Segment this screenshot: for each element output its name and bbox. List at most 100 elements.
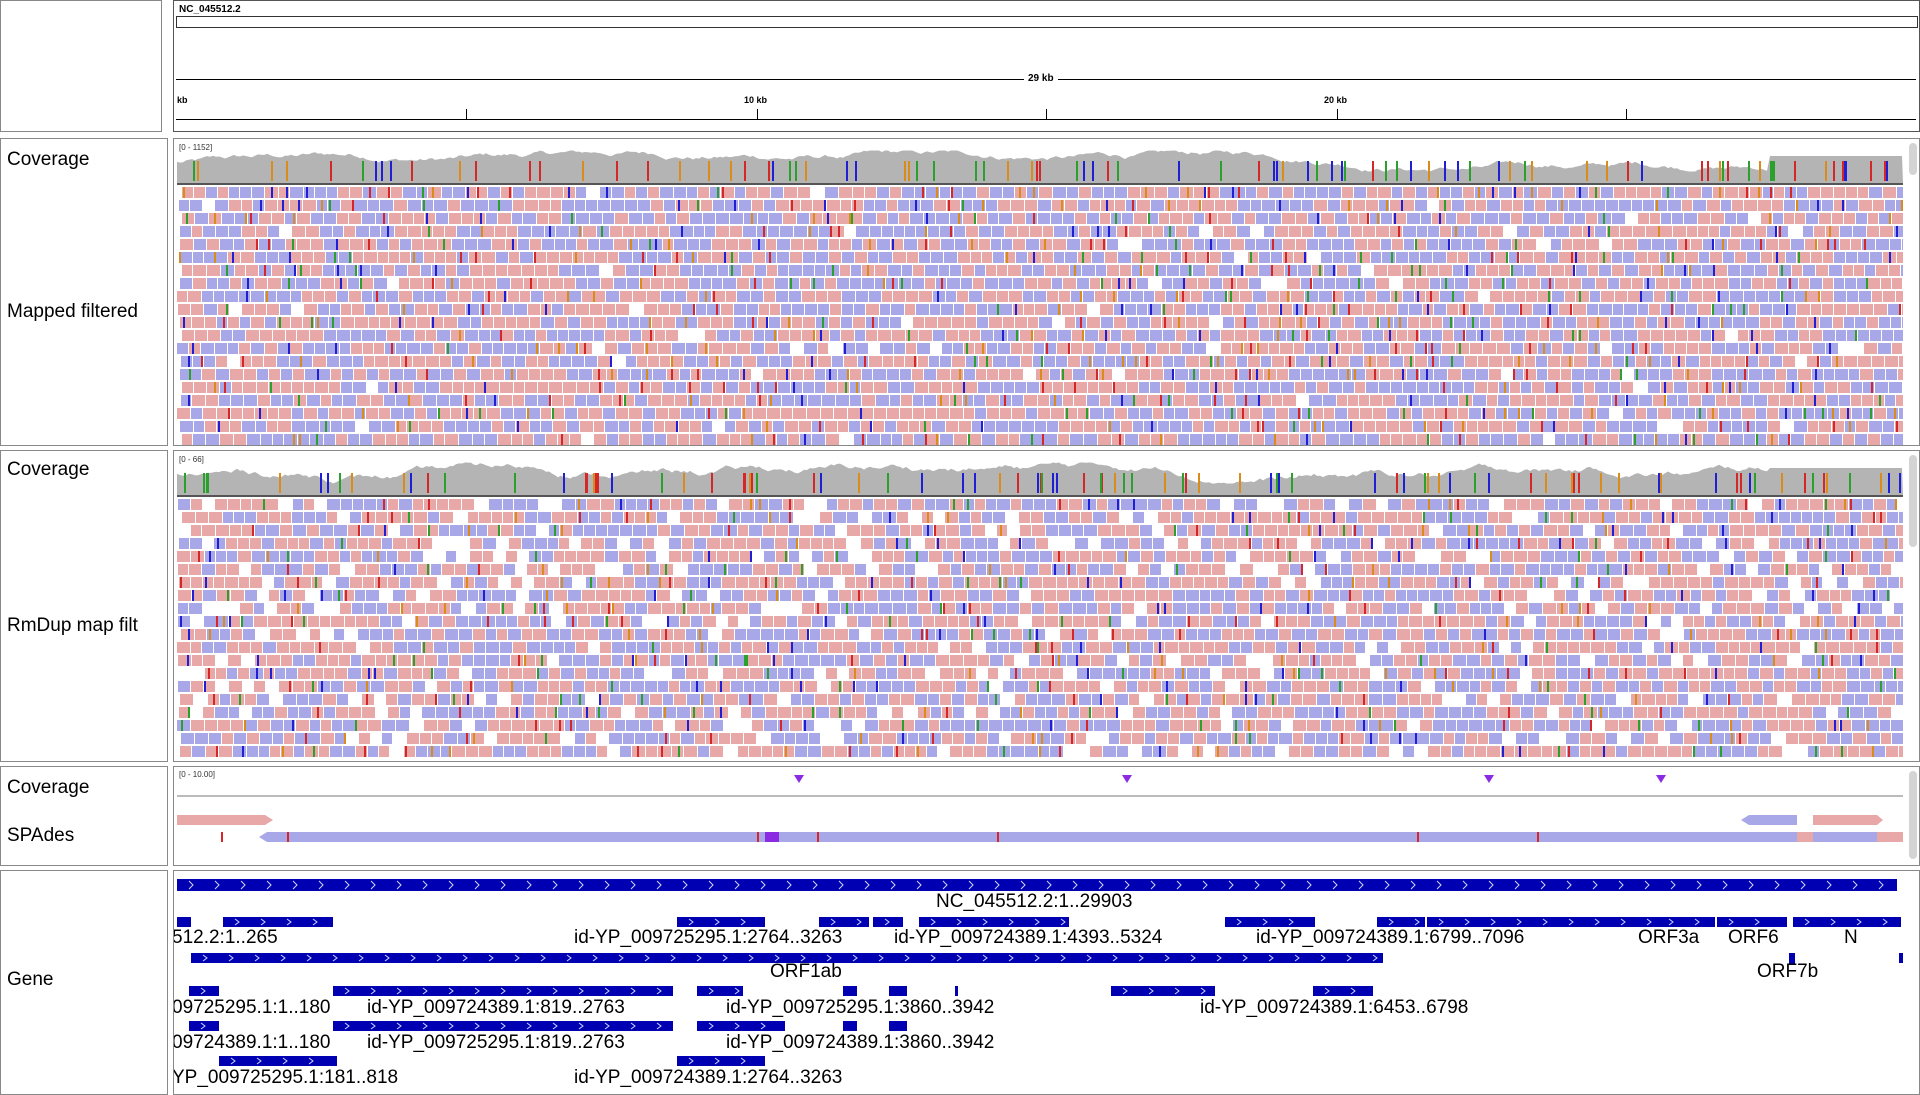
aligned-read bbox=[636, 603, 647, 614]
aligned-read bbox=[788, 434, 799, 445]
read-mismatch bbox=[1250, 343, 1252, 354]
aligned-read bbox=[1138, 369, 1150, 380]
coverage-mismatch-bar bbox=[1428, 161, 1430, 181]
mapped-filtered-coverage-name[interactable]: Coverage bbox=[7, 149, 90, 170]
aligned-read bbox=[1344, 239, 1354, 250]
aligned-read bbox=[872, 512, 882, 523]
aligned-read bbox=[1454, 317, 1466, 328]
read-mismatch bbox=[1667, 187, 1669, 198]
read-mismatch bbox=[552, 408, 554, 419]
aligned-read bbox=[1775, 330, 1787, 341]
read-mismatch bbox=[1520, 304, 1522, 315]
rmdup-reads-name[interactable]: RmDup map filt bbox=[7, 615, 138, 636]
read-mismatch bbox=[785, 551, 787, 562]
aligned-read bbox=[262, 564, 274, 575]
aligned-read bbox=[1803, 265, 1815, 276]
aligned-read bbox=[778, 265, 788, 276]
read-mismatch bbox=[1328, 330, 1330, 341]
aligned-read bbox=[912, 369, 923, 380]
aligned-read bbox=[239, 577, 249, 588]
mapped-filtered-scrollbar[interactable] bbox=[1909, 143, 1917, 175]
aligned-read bbox=[694, 538, 706, 549]
rmdup-coverage-name[interactable]: Coverage bbox=[7, 459, 90, 480]
aligned-read bbox=[1433, 252, 1446, 263]
aligned-read bbox=[1488, 382, 1498, 393]
aligned-read bbox=[1819, 213, 1831, 224]
aligned-read bbox=[588, 239, 599, 250]
aligned-read bbox=[1341, 564, 1352, 575]
aligned-read bbox=[1396, 252, 1408, 263]
read-mismatch bbox=[1113, 382, 1115, 393]
aligned-read bbox=[1608, 278, 1619, 289]
aligned-read bbox=[646, 590, 656, 601]
read-mismatch bbox=[705, 291, 707, 302]
aligned-read bbox=[203, 590, 216, 601]
aligned-read bbox=[400, 239, 411, 250]
aligned-read bbox=[1007, 590, 1019, 601]
aligned-read bbox=[266, 525, 279, 536]
aligned-read bbox=[1561, 356, 1573, 367]
aligned-read bbox=[498, 213, 511, 224]
aligned-read bbox=[1038, 395, 1049, 406]
aligned-read bbox=[1341, 200, 1352, 211]
aligned-read bbox=[1545, 382, 1557, 393]
aligned-read bbox=[1087, 213, 1099, 224]
aligned-read bbox=[451, 330, 464, 341]
aligned-read bbox=[1182, 421, 1192, 432]
aligned-read bbox=[1546, 200, 1557, 211]
read-mismatch bbox=[1120, 577, 1122, 588]
ruler-panel[interactable]: NC_045512.2 29 kb kb 10 kb 20 kb bbox=[173, 0, 1920, 132]
aligned-read bbox=[977, 304, 987, 315]
aligned-read bbox=[874, 382, 887, 393]
aligned-read bbox=[1464, 265, 1475, 276]
aligned-read bbox=[1889, 265, 1900, 276]
rmdup-alignment-track[interactable] bbox=[177, 495, 1903, 761]
aligned-read bbox=[600, 395, 612, 406]
aligned-read bbox=[1215, 421, 1228, 432]
read-mismatch bbox=[731, 252, 733, 263]
mapped-filtered-reads-name[interactable]: Mapped filtered bbox=[7, 301, 138, 322]
aligned-read bbox=[216, 564, 226, 575]
aligned-read bbox=[1715, 265, 1727, 276]
aligned-read bbox=[1597, 408, 1609, 419]
aligned-read bbox=[1791, 538, 1802, 549]
aligned-read bbox=[1407, 590, 1417, 601]
coverage-mismatch-bar bbox=[1884, 161, 1886, 181]
aligned-read bbox=[767, 408, 780, 419]
aligned-read bbox=[877, 187, 889, 198]
aligned-read bbox=[1703, 291, 1716, 302]
read-mismatch bbox=[641, 382, 643, 393]
read-mismatch bbox=[288, 278, 290, 289]
coverage-mismatch-bar bbox=[772, 161, 774, 181]
read-mismatch bbox=[1160, 434, 1162, 445]
coverage-mismatch-bar bbox=[390, 161, 392, 181]
read-mismatch bbox=[1459, 434, 1461, 445]
aligned-read bbox=[1660, 252, 1670, 263]
mapped-filtered-alignment-track[interactable] bbox=[177, 183, 1903, 445]
aligned-read bbox=[1493, 278, 1505, 289]
aligned-read bbox=[1799, 330, 1809, 341]
read-mismatch bbox=[338, 590, 340, 601]
aligned-read bbox=[1786, 304, 1796, 315]
aligned-read bbox=[729, 265, 741, 276]
read-mismatch bbox=[284, 590, 286, 601]
mapped-filtered-coverage-track[interactable] bbox=[177, 141, 1903, 183]
rmdup-coverage-track[interactable] bbox=[177, 453, 1903, 495]
aligned-read bbox=[1503, 317, 1515, 328]
aligned-read bbox=[1218, 577, 1228, 588]
aligned-read bbox=[1501, 200, 1512, 211]
coverage-mismatch-bar bbox=[1736, 473, 1738, 493]
aligned-read bbox=[954, 551, 965, 562]
aligned-read bbox=[406, 590, 416, 601]
read-mismatch bbox=[915, 200, 917, 211]
aligned-read bbox=[1245, 304, 1256, 315]
aligned-read bbox=[1245, 382, 1257, 393]
mapped-filtered-data-panel[interactable]: [0 - 1152] bbox=[173, 138, 1920, 446]
aligned-read bbox=[1526, 291, 1537, 302]
coverage-mismatch-bar bbox=[351, 473, 353, 493]
aligned-read bbox=[560, 577, 572, 588]
read-mismatch bbox=[1818, 291, 1820, 302]
aligned-read bbox=[327, 356, 339, 367]
aligned-read bbox=[1257, 304, 1267, 315]
rmdup-data-panel[interactable]: [0 - 66] bbox=[173, 450, 1920, 762]
